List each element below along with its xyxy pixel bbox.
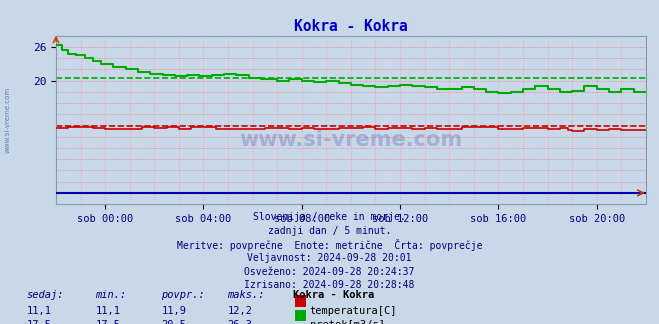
Text: 11,9: 11,9 — [161, 306, 186, 316]
Text: www.si-vreme.com: www.si-vreme.com — [5, 87, 11, 153]
Text: Izrisano: 2024-09-28 20:28:48: Izrisano: 2024-09-28 20:28:48 — [244, 280, 415, 290]
Text: 26,3: 26,3 — [227, 320, 252, 324]
Text: min.:: min.: — [96, 290, 127, 300]
Text: zadnji dan / 5 minut.: zadnji dan / 5 minut. — [268, 226, 391, 236]
Text: maks.:: maks.: — [227, 290, 265, 300]
Text: 12,2: 12,2 — [227, 306, 252, 316]
Text: Osveženo: 2024-09-28 20:24:37: Osveženo: 2024-09-28 20:24:37 — [244, 267, 415, 277]
Text: 11,1: 11,1 — [26, 306, 51, 316]
Text: pretok[m3/s]: pretok[m3/s] — [310, 320, 385, 324]
Text: Kokra - Kokra: Kokra - Kokra — [293, 290, 374, 300]
Text: www.si-vreme.com: www.si-vreme.com — [239, 130, 463, 150]
Text: Veljavnost: 2024-09-28 20:01: Veljavnost: 2024-09-28 20:01 — [247, 253, 412, 263]
Title: Kokra - Kokra: Kokra - Kokra — [294, 19, 408, 34]
Text: 17,5: 17,5 — [96, 320, 121, 324]
Text: sedaj:: sedaj: — [26, 290, 64, 300]
Text: temperatura[C]: temperatura[C] — [310, 306, 397, 316]
Text: Slovenija / reke in morje.: Slovenija / reke in morje. — [253, 212, 406, 222]
Text: 11,1: 11,1 — [96, 306, 121, 316]
Text: 20,5: 20,5 — [161, 320, 186, 324]
Text: Meritve: povprečne  Enote: metrične  Črta: povprečje: Meritve: povprečne Enote: metrične Črta:… — [177, 239, 482, 251]
Text: povpr.:: povpr.: — [161, 290, 205, 300]
Text: 17,5: 17,5 — [26, 320, 51, 324]
